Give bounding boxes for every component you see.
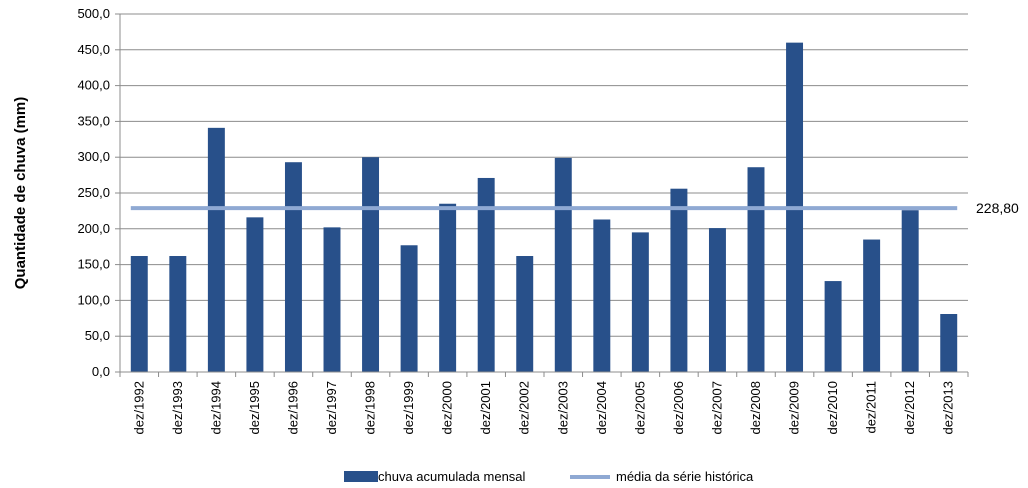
y-axis-label: Quantidade de chuva (mm) [12, 97, 29, 290]
x-tick-label: dez/1992 [131, 381, 146, 435]
axes [119, 14, 969, 377]
bar [670, 188, 688, 372]
x-tick-label: dez/1997 [324, 381, 339, 435]
bar [169, 256, 187, 372]
y-tick-label: 100,0 [77, 292, 110, 307]
legend-bar-label: chuva acumulada mensal [378, 469, 526, 484]
y-tick-label: 350,0 [77, 113, 110, 128]
legend: chuva acumulada mensal média da série hi… [344, 469, 754, 484]
bar [516, 256, 534, 372]
bar [901, 210, 919, 372]
x-tick-label: dez/1999 [401, 381, 416, 435]
x-tick-label: dez/2012 [902, 381, 917, 435]
x-tick-label: dez/2002 [517, 381, 532, 435]
bar [362, 157, 380, 372]
y-tick-label: 300,0 [77, 149, 110, 164]
y-tick-label: 150,0 [77, 257, 110, 272]
bar [246, 217, 264, 372]
bar [284, 162, 302, 372]
y-tick-labels: 0,0 50,0 100,0 150,0 200,0 250,0 300,0 350,0 400… [77, 6, 110, 379]
y-tick-label: 450,0 [77, 42, 110, 57]
x-tick-label: dez/2000 [440, 381, 455, 435]
x-tick-label: dez/2011 [864, 381, 879, 434]
average-value-label: 228,80 [976, 200, 1019, 216]
average-line-group: 228,80 [130, 200, 1019, 216]
x-tick-label: dez/1996 [285, 381, 300, 435]
bar [130, 256, 148, 372]
x-tick-labels: dez/1992 dez/1993 dez/1994 dez/1995 dez/1996… [131, 381, 955, 435]
x-tick-label: dez/2008 [748, 381, 763, 435]
x-tick-label: dez/1995 [247, 381, 262, 435]
bar [863, 239, 881, 372]
x-tick-label: dez/2010 [825, 381, 840, 435]
y-tick-label: 200,0 [77, 221, 110, 236]
y-tick-label: 500,0 [77, 6, 110, 21]
bar [554, 157, 572, 372]
x-tick-label: dez/2005 [632, 381, 647, 435]
y-tick-label: 250,0 [77, 185, 110, 200]
bar [747, 167, 765, 372]
y-tick-label: 400,0 [77, 78, 110, 93]
x-tick-label: dez/2004 [594, 381, 609, 435]
bar [593, 219, 611, 372]
bar [631, 232, 649, 372]
bar [400, 245, 418, 372]
bar [439, 203, 457, 372]
bar [323, 227, 341, 372]
bar [708, 228, 726, 372]
legend-line-label: média da série histórica [616, 469, 754, 484]
bar [940, 314, 958, 372]
x-tick-label: dez/1993 [170, 381, 185, 435]
x-tick-label: dez/2003 [555, 381, 570, 435]
x-tick-label: dez/2009 [787, 381, 802, 435]
y-tick-label: 0,0 [92, 364, 110, 379]
x-tick-label: dez/1994 [208, 381, 223, 435]
bar [477, 177, 495, 372]
x-tick-label: dez/1998 [363, 381, 378, 435]
legend-bar-swatch [344, 471, 378, 482]
bar [207, 127, 225, 373]
y-tick-label: 50,0 [85, 328, 110, 343]
x-tick-label: dez/2013 [941, 381, 956, 435]
x-tick-label: dez/2007 [709, 381, 724, 435]
bar [824, 281, 842, 372]
x-tick-label: dez/2006 [671, 381, 686, 435]
x-tick-label: dez/2001 [478, 381, 493, 435]
